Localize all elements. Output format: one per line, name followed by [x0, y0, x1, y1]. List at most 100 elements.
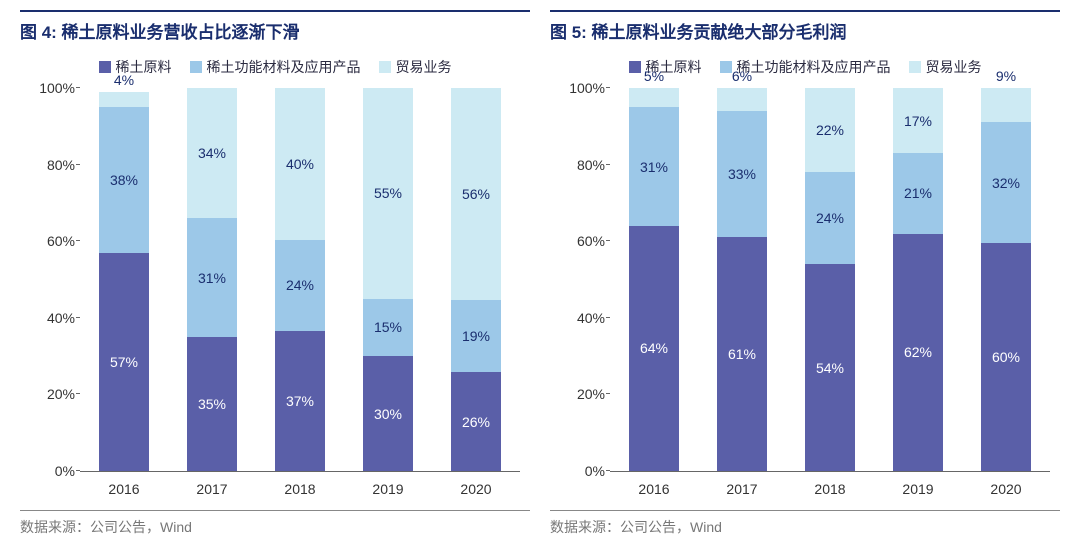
y-tick-label: 0% [30, 463, 75, 479]
swatch-s1 [99, 61, 111, 73]
bar-segment-s1: 26% [451, 372, 501, 471]
y-tick-label: 80% [30, 157, 75, 173]
segment-value-label: 21% [904, 185, 932, 201]
bar-column: 22%24%54%2018 [805, 88, 855, 471]
bar-segment-s2: 21% [893, 153, 943, 233]
x-tick-label: 2020 [460, 481, 491, 497]
x-tick-label: 2018 [284, 481, 315, 497]
bar-segment-s3: 40% [275, 88, 325, 240]
legend-item-s1: 稀土原料 [629, 57, 702, 77]
segment-value-label: 60% [992, 349, 1020, 365]
segment-value-label: 32% [992, 175, 1020, 191]
bar-segment-s3: 5% [629, 88, 679, 107]
y-tick-label: 60% [560, 233, 605, 249]
bar-segment-s1: 37% [275, 331, 325, 471]
segment-value-label: 40% [286, 156, 314, 172]
bar-segment-s2: 38% [99, 107, 149, 253]
segment-value-label: 31% [640, 159, 668, 175]
legend: 稀土原料 稀土功能材料及应用产品 贸易业务 [550, 57, 1060, 77]
segment-value-label: 34% [198, 145, 226, 161]
bar-segment-s3: 4% [99, 92, 149, 107]
segment-value-label: 62% [904, 344, 932, 360]
bar-segment-s1: 60% [981, 243, 1031, 471]
bar-column: 56%19%26%2020 [451, 88, 501, 471]
swatch-s2 [190, 61, 202, 73]
y-tick-label: 20% [30, 386, 75, 402]
x-tick-label: 2017 [726, 481, 757, 497]
bar-segment-s1: 30% [363, 356, 413, 471]
legend-label: 贸易业务 [926, 57, 982, 77]
segment-value-label: 15% [374, 319, 402, 335]
bar-column: 5%31%64%2016 [629, 88, 679, 471]
legend-item-s2: 稀土功能材料及应用产品 [190, 57, 361, 77]
x-tick-label: 2016 [108, 481, 139, 497]
x-tick-label: 2017 [196, 481, 227, 497]
left-panel: 图 4: 稀土原料业务营收占比逐渐下滑 稀土原料 稀土功能材料及应用产品 贸易业… [20, 10, 530, 537]
x-tick-label: 2018 [814, 481, 845, 497]
segment-value-label: 55% [374, 185, 402, 201]
bar-segment-s2: 15% [363, 299, 413, 356]
bar-segment-s2: 24% [805, 172, 855, 264]
bar-segment-s2: 24% [275, 240, 325, 331]
plot-left: 0%20%40%60%80%100%4%38%57%201634%31%35%2… [80, 88, 520, 472]
source-text: 数据来源：公司公告，Wind [20, 510, 530, 537]
segment-value-label: 5% [644, 68, 664, 84]
bar-column: 17%21%62%2019 [893, 88, 943, 471]
x-tick-label: 2019 [902, 481, 933, 497]
bar-segment-s2: 31% [629, 107, 679, 226]
y-tick-label: 20% [560, 386, 605, 402]
bar-segment-s1: 54% [805, 264, 855, 471]
y-tick-label: 60% [30, 233, 75, 249]
bar-segment-s1: 64% [629, 226, 679, 471]
bar-segment-s2: 33% [717, 111, 767, 237]
x-tick-label: 2020 [990, 481, 1021, 497]
bar-segment-s2: 19% [451, 300, 501, 372]
swatch-s3 [379, 61, 391, 73]
segment-value-label: 24% [816, 210, 844, 226]
legend-label: 稀土功能材料及应用产品 [207, 57, 361, 77]
bar-segment-s2: 32% [981, 122, 1031, 243]
legend: 稀土原料 稀土功能材料及应用产品 贸易业务 [20, 57, 530, 77]
segment-value-label: 17% [904, 113, 932, 129]
bar-segment-s3: 55% [363, 88, 413, 299]
chart-area-right: 0%20%40%60%80%100%5%31%64%20166%33%61%20… [550, 83, 1060, 502]
bar-segment-s3: 9% [981, 88, 1031, 122]
segment-value-label: 54% [816, 360, 844, 376]
legend-label: 贸易业务 [396, 57, 452, 77]
swatch-s3 [909, 61, 921, 73]
segment-value-label: 56% [462, 186, 490, 202]
segment-value-label: 26% [462, 414, 490, 430]
bar-segment-s2: 31% [187, 218, 237, 337]
y-tick-label: 100% [560, 80, 605, 96]
x-tick-label: 2019 [372, 481, 403, 497]
plot-right: 0%20%40%60%80%100%5%31%64%20166%33%61%20… [610, 88, 1050, 472]
legend-item-s3: 贸易业务 [909, 57, 982, 77]
bar-column: 34%31%35%2017 [187, 88, 237, 471]
bar-segment-s1: 57% [99, 253, 149, 471]
segment-value-label: 4% [114, 72, 134, 88]
bar-segment-s3: 22% [805, 88, 855, 172]
bar-segment-s3: 17% [893, 88, 943, 153]
y-tick-label: 100% [30, 80, 75, 96]
bars-container: 4%38%57%201634%31%35%201740%24%37%201855… [80, 88, 520, 471]
segment-value-label: 24% [286, 277, 314, 293]
chart-title: 图 5: 稀土原料业务贡献绝大部分毛利润 [550, 10, 1060, 47]
segment-value-label: 31% [198, 270, 226, 286]
segment-value-label: 9% [996, 68, 1016, 84]
bar-column: 55%15%30%2019 [363, 88, 413, 471]
legend-item-s3: 贸易业务 [379, 57, 452, 77]
y-tick-label: 0% [560, 463, 605, 479]
x-tick-label: 2016 [638, 481, 669, 497]
segment-value-label: 22% [816, 122, 844, 138]
segment-value-label: 6% [732, 68, 752, 84]
legend-item-s1: 稀土原料 [99, 57, 172, 77]
segment-value-label: 30% [374, 406, 402, 422]
segment-value-label: 64% [640, 340, 668, 356]
y-tick-label: 40% [30, 310, 75, 326]
bar-column: 4%38%57%2016 [99, 88, 149, 471]
bar-segment-s3: 34% [187, 88, 237, 218]
bar-segment-s1: 35% [187, 337, 237, 471]
segment-value-label: 38% [110, 172, 138, 188]
y-tick-label: 80% [560, 157, 605, 173]
segment-value-label: 19% [462, 328, 490, 344]
